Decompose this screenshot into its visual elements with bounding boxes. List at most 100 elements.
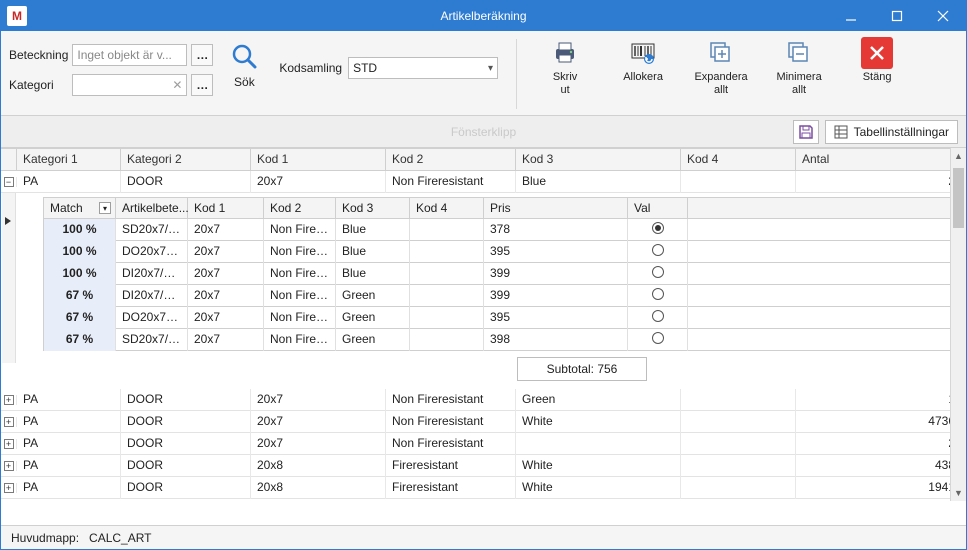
col-inner-kod3[interactable]: Kod 3 xyxy=(336,198,410,218)
collapse-all-button[interactable]: Minimera allt xyxy=(769,37,829,97)
radio-icon[interactable] xyxy=(652,310,664,322)
expand-all-button[interactable]: Expandera allt xyxy=(691,37,751,97)
radio-icon[interactable] xyxy=(652,288,664,300)
inner-row[interactable]: 100 %SD20x7/NF...20x7Non Fireres...Blue3… xyxy=(43,219,956,241)
expand-label: Expandera allt xyxy=(691,71,751,97)
kodsamling-label: Kodsamling xyxy=(279,61,342,75)
cell-val[interactable] xyxy=(628,241,688,263)
col-kod3[interactable]: Kod 3 xyxy=(516,149,681,170)
cell-match: 100 % xyxy=(44,263,116,285)
col-antal[interactable]: Antal xyxy=(796,149,966,170)
cell-pris: 378 xyxy=(484,219,628,241)
expand-toggle[interactable]: + xyxy=(4,395,14,405)
close-button[interactable]: Stäng xyxy=(847,37,907,84)
radio-icon[interactable] xyxy=(652,332,664,344)
cell-pris: 395 xyxy=(484,307,628,329)
col-kod4[interactable]: Kod 4 xyxy=(681,149,796,170)
outer-row[interactable]: +PADOOR20x8FireresistantWhite438 xyxy=(1,455,966,477)
col-artikel[interactable]: Artikelbete... xyxy=(116,198,188,218)
outer-row[interactable]: +PADOOR20x8FireresistantWhite1941 xyxy=(1,477,966,499)
col-kod2[interactable]: Kod 2 xyxy=(386,149,516,170)
beteckning-placeholder: Inget objekt är v... xyxy=(77,48,172,62)
expand-toggle[interactable]: + xyxy=(4,483,14,493)
outer-row[interactable]: +PADOOR20x7Non FireresistantGreen1 xyxy=(1,389,966,411)
search-label: Sök xyxy=(227,75,261,89)
collapse-toggle[interactable]: − xyxy=(4,177,14,187)
cell-pris: 399 xyxy=(484,263,628,285)
col-kategori2[interactable]: Kategori 2 xyxy=(121,149,251,170)
outer-row[interactable]: +PADOOR20x7Non Fireresistant2 xyxy=(1,433,966,455)
scroll-down-icon[interactable]: ▼ xyxy=(951,485,966,501)
window-close-button[interactable] xyxy=(920,1,966,31)
scroll-up-icon[interactable]: ▲ xyxy=(951,148,966,164)
col-kod1[interactable]: Kod 1 xyxy=(251,149,386,170)
inner-grid: Match▾ Artikelbete... Kod 1 Kod 2 Kod 3 … xyxy=(33,193,966,389)
col-val[interactable]: Val xyxy=(628,198,688,218)
cell-kod3: Green xyxy=(336,285,410,307)
inner-grid-header: Match▾ Artikelbete... Kod 1 Kod 2 Kod 3 … xyxy=(43,197,956,219)
expand-toggle[interactable]: + xyxy=(4,439,14,449)
midbar: Fönsterklipp Tabellinställningar xyxy=(1,116,966,148)
cell-kod3: Blue xyxy=(336,241,410,263)
beteckning-input[interactable]: Inget objekt är v... xyxy=(72,44,187,66)
col-inner-kod1[interactable]: Kod 1 xyxy=(188,198,264,218)
radio-icon[interactable] xyxy=(652,244,664,256)
close-icon xyxy=(861,37,893,69)
expand-toggle[interactable]: + xyxy=(4,417,14,427)
row-selector-gutter xyxy=(2,193,16,363)
outer-row-expanded[interactable]: − PA DOOR 20x7 Non Fireresistant Blue 2 xyxy=(1,171,966,193)
cell-val[interactable] xyxy=(628,263,688,285)
beteckning-label: Beteckning xyxy=(9,48,68,62)
window-maximize-button[interactable] xyxy=(874,1,920,31)
cell-artikel: SD20x7/NF... xyxy=(116,219,188,241)
allocate-button[interactable]: Allokera xyxy=(613,37,673,84)
col-pris[interactable]: Pris xyxy=(484,198,628,218)
cell-val[interactable] xyxy=(628,285,688,307)
expand-icon xyxy=(705,37,737,69)
cell-kod2: Non Fireres... xyxy=(264,263,336,285)
cell-pris: 398 xyxy=(484,329,628,351)
expand-toggle[interactable]: + xyxy=(4,461,14,471)
beteckning-browse-button[interactable]: … xyxy=(191,44,213,66)
window-minimize-button[interactable] xyxy=(828,1,874,31)
col-inner-kod4[interactable]: Kod 4 xyxy=(410,198,484,218)
save-button[interactable] xyxy=(793,120,819,144)
outer-row[interactable]: +PADOOR20x7Non FireresistantWhite4736 xyxy=(1,411,966,433)
kodsamling-select[interactable]: STD ▾ xyxy=(348,57,498,79)
radio-icon[interactable] xyxy=(652,266,664,278)
inner-row[interactable]: 67 %DO20x7/N...20x7Non Fireres...Green39… xyxy=(43,307,956,329)
inner-row[interactable]: 100 %DO20x7/N...20x7Non Fireres...Blue39… xyxy=(43,241,956,263)
vertical-scrollbar[interactable]: ▲ ▼ xyxy=(950,148,966,501)
radio-icon[interactable] xyxy=(652,222,664,234)
col-inner-kod2[interactable]: Kod 2 xyxy=(264,198,336,218)
inner-row[interactable]: 67 %DI20x7/NF...20x7Non Fireres...Green3… xyxy=(43,285,956,307)
cell-val[interactable] xyxy=(628,329,688,351)
cell-match: 67 % xyxy=(44,307,116,329)
search-button[interactable]: Sök xyxy=(227,39,261,89)
col-kategori1[interactable]: Kategori 1 xyxy=(17,149,121,170)
clear-icon[interactable]: ✕ xyxy=(172,78,182,92)
scroll-thumb[interactable] xyxy=(953,168,964,228)
cell-kod3: Blue xyxy=(336,219,410,241)
table-settings-button[interactable]: Tabellinställningar xyxy=(825,120,958,144)
ghost-text: Fönsterklipp xyxy=(451,125,516,139)
inner-row[interactable]: 100 %DI20x7/NF...20x7Non Fireres...Blue3… xyxy=(43,263,956,285)
cell-val[interactable] xyxy=(628,307,688,329)
window-titlebar: M Artikelberäkning xyxy=(1,1,966,31)
cell-artikel: DI20x7/NF... xyxy=(116,285,188,307)
subtotal-box: Subtotal: 756 xyxy=(517,357,647,381)
cell-val[interactable] xyxy=(628,219,688,241)
kategori-input[interactable]: ✕ xyxy=(72,74,187,96)
print-button[interactable]: Skriv ut xyxy=(535,37,595,97)
inner-row[interactable]: 67 %SD20x7/NF...20x7Non Fireres...Green3… xyxy=(43,329,956,351)
chevron-down-icon[interactable]: ▾ xyxy=(99,202,111,214)
floppy-icon xyxy=(798,124,814,140)
outer-grid-header: Kategori 1 Kategori 2 Kod 1 Kod 2 Kod 3 … xyxy=(1,149,966,171)
cell-kod1: 20x7 xyxy=(188,219,264,241)
cell-artikel: DI20x7/NF... xyxy=(116,263,188,285)
cell-kod3: Green xyxy=(336,307,410,329)
cell-kod1: 20x7 xyxy=(188,241,264,263)
window-title: Artikelberäkning xyxy=(1,9,966,23)
col-match[interactable]: Match▾ xyxy=(44,198,116,218)
kategori-browse-button[interactable]: … xyxy=(191,74,213,96)
